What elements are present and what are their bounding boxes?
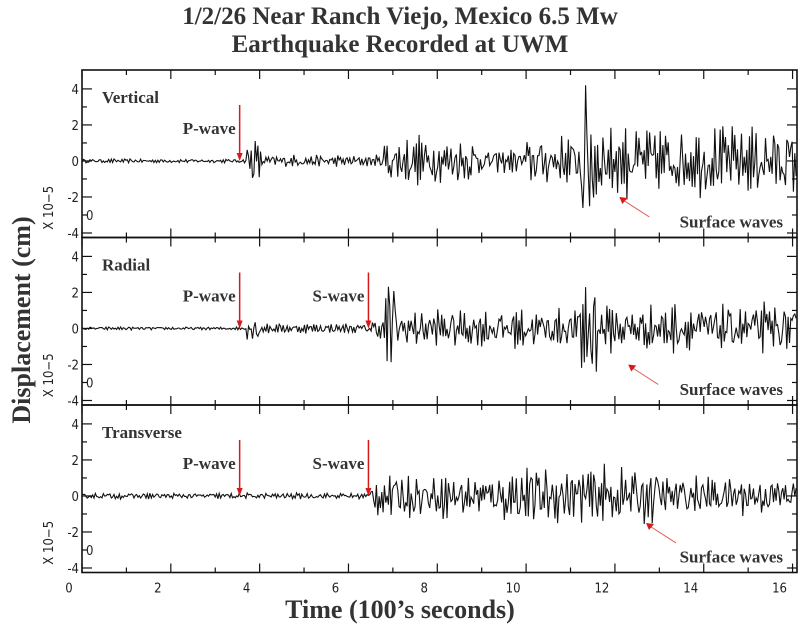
y-tick-label: -4	[67, 227, 79, 242]
y-tick-label: -2	[67, 526, 79, 541]
y-tick-label: 2	[72, 119, 79, 134]
wave-label-p-wave: P-wave	[183, 119, 236, 138]
panel-vertical: -4 -2 0 2 4 X 10−5 0 Vertical P-wave Surface wave…	[42, 69, 798, 242]
arrow-head-icon	[236, 487, 243, 496]
x-tick-label: 2	[154, 582, 161, 597]
wave-label-s-wave: S-wave	[312, 454, 364, 473]
wave-label-s-wave: S-wave	[312, 287, 364, 306]
y-multiplier-label: X 10−5	[42, 521, 57, 565]
surface-wave-arrow	[647, 524, 677, 544]
x-tick-label: 0	[65, 582, 72, 597]
panel-radial: -4 -2 0 2 4 X 10−5 0 Radial P-wave S-wave Surface …	[42, 236, 798, 409]
x-tick-label: 4	[243, 582, 250, 597]
arrow-head-icon	[236, 320, 243, 329]
surface-waves-label: Surface waves	[680, 380, 784, 399]
y-multiplier-label: X 10−5	[42, 186, 57, 230]
arrow-head-icon	[619, 196, 628, 204]
panel-title: Transverse	[102, 423, 182, 442]
surface-waves-label: Surface waves	[680, 548, 784, 567]
x-tick-label: 16	[772, 582, 787, 597]
y-tick-label: 0	[72, 155, 79, 170]
y-tick-label: 4	[72, 83, 79, 98]
x-axis-label: Time (100’s seconds)	[285, 595, 515, 624]
panel-frame	[81, 404, 798, 574]
arrow-head-icon	[646, 522, 655, 530]
x-tick-label: 12	[594, 582, 609, 597]
y-axis-label: Displacement (cm)	[7, 216, 36, 423]
seismogram-trace-vertical	[81, 85, 797, 209]
x-tick-label: 10	[506, 582, 521, 597]
chart-title-line-2: Earthquake Recorded at UWM	[232, 31, 569, 58]
y-multiplier-label: X 10−5	[42, 353, 57, 397]
chart-title-line-1: 1/2/26 Near Ranch Viejo, Mexico 6.5 Mw	[182, 3, 618, 30]
y-tick-label: 2	[72, 286, 79, 301]
surface-wave-arrow	[621, 198, 650, 218]
y-tick-label: 0	[72, 490, 79, 505]
arrow-head-icon	[628, 364, 637, 372]
seismogram-trace-radial	[81, 286, 797, 372]
wave-label-p-wave: P-wave	[183, 287, 236, 306]
y-offset-label: 0	[86, 209, 93, 224]
arrow-head-icon	[365, 320, 372, 329]
panel-title: Radial	[102, 256, 150, 275]
y-tick-label: 4	[72, 250, 79, 265]
y-tick-label: -4	[67, 562, 79, 577]
y-offset-label: 0	[86, 544, 93, 559]
arrow-head-icon	[236, 152, 243, 161]
x-tick-label: 6	[332, 582, 339, 597]
x-tick-label: 8	[421, 582, 428, 597]
surface-waves-label: Surface waves	[680, 213, 784, 232]
y-tick-label: 2	[72, 454, 79, 469]
x-tick-label: 14	[683, 582, 698, 597]
wave-label-p-wave: P-wave	[183, 454, 236, 473]
arrow-head-icon	[365, 487, 372, 496]
y-tick-label: -4	[67, 394, 79, 409]
y-offset-label: 0	[86, 376, 93, 391]
seismogram-trace-transverse	[81, 463, 797, 525]
surface-wave-arrow	[629, 366, 659, 385]
y-tick-label: 4	[72, 418, 79, 433]
panel-title: Vertical	[102, 88, 159, 107]
y-tick-label: -2	[67, 191, 79, 206]
y-tick-label: -2	[67, 358, 79, 373]
y-tick-label: 0	[72, 322, 79, 337]
